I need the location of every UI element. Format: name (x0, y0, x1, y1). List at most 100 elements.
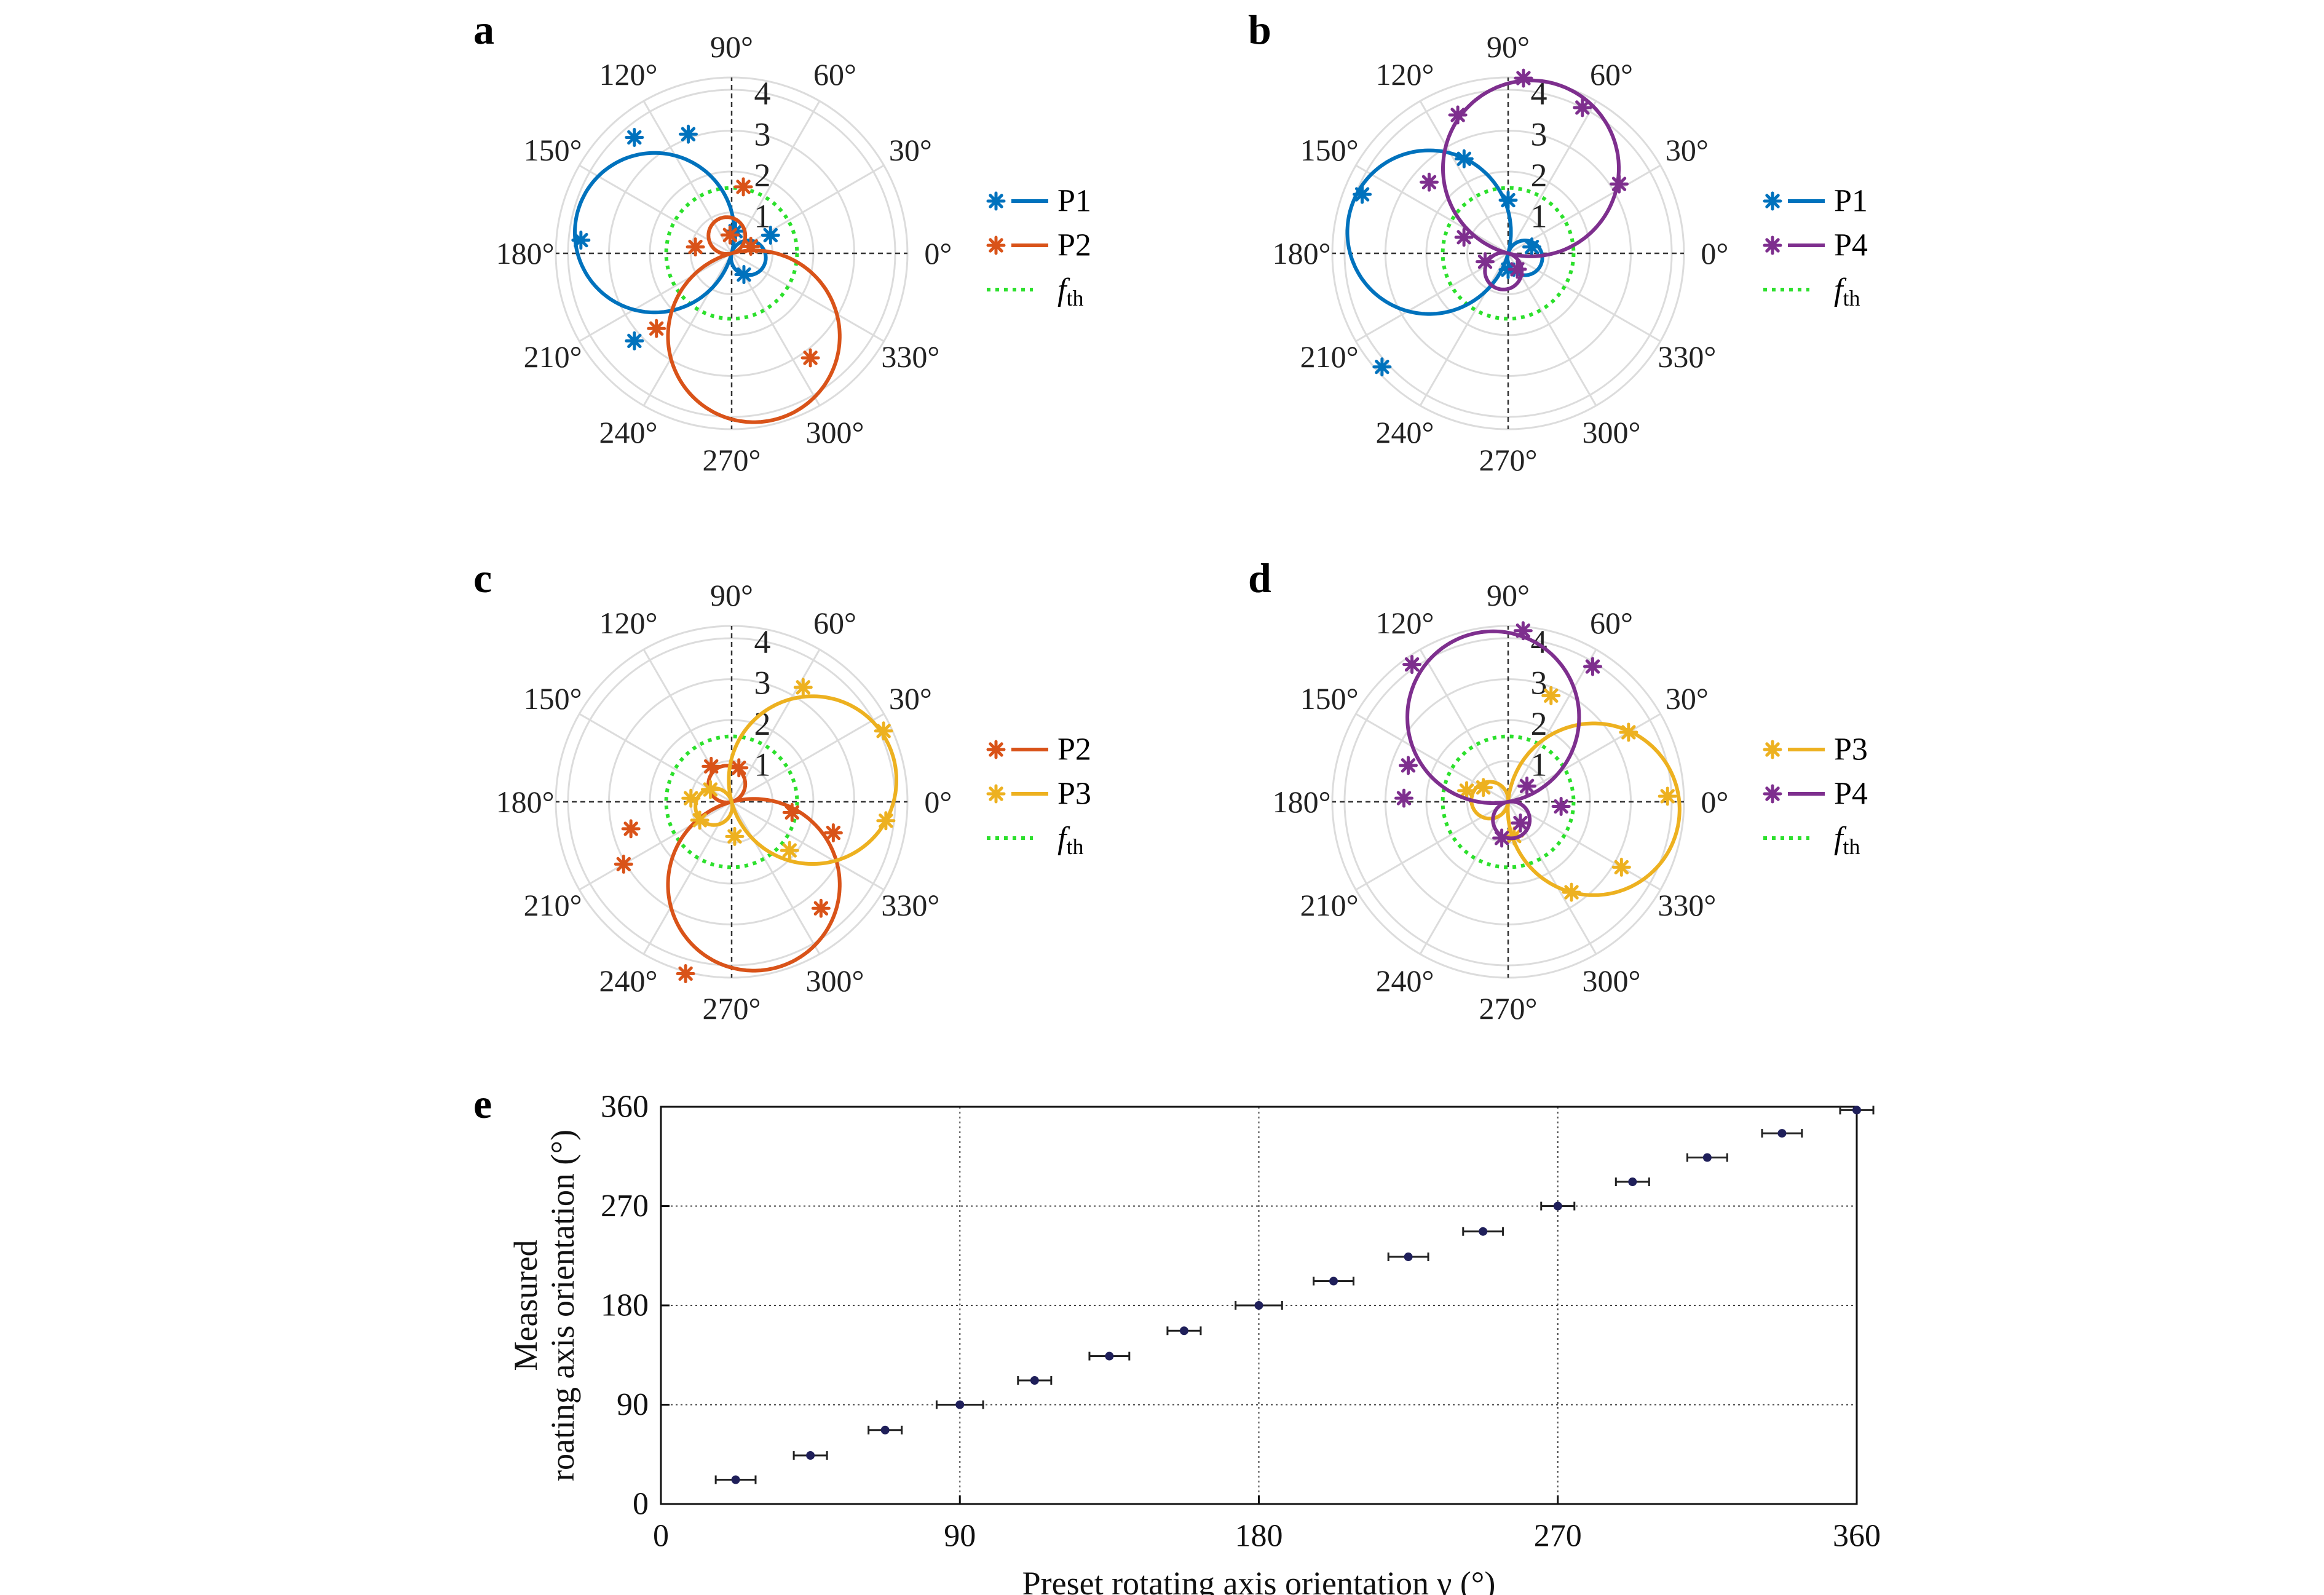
data-point (1852, 1106, 1861, 1115)
angle-tick-label: 210° (524, 888, 582, 922)
radial-tick-label: 3 (1531, 116, 1547, 152)
grid-spoke (642, 649, 733, 802)
angle-tick-label: 150° (1300, 133, 1359, 167)
legend-label: fth (1834, 821, 1860, 860)
data-point-p2 (729, 758, 749, 778)
data-point (955, 1400, 965, 1409)
scatter-chart-e: e 0 90 180 270 360 0 90 180 270 360 Preset rotating… (473, 1080, 1881, 1595)
data-point-p4 (1508, 259, 1527, 279)
data-point-p1 (734, 265, 754, 285)
radial-tick-label: 3 (754, 664, 771, 701)
legend-label: fth (1057, 272, 1083, 311)
grid-spoke (1355, 801, 1509, 891)
angle-tick-label: 270° (1479, 443, 1538, 477)
angle-tick-label: 30° (889, 681, 932, 716)
data-point (1777, 1129, 1787, 1138)
data-point-p3 (1474, 778, 1493, 798)
angle-tick-label: 240° (599, 964, 658, 998)
data-point-p1 (1372, 357, 1392, 377)
angle-tick-label: 60° (813, 57, 856, 92)
data-point-p1 (1498, 191, 1518, 210)
angle-tick-label: 90° (1487, 578, 1530, 612)
legend-label: P3 (1057, 777, 1091, 812)
angle-tick-label: 330° (1658, 888, 1716, 922)
angle-tick-label: 180° (496, 236, 555, 271)
data-point-p4 (1492, 828, 1512, 848)
grid-spoke (1419, 100, 1509, 254)
angle-tick-label: 0° (924, 785, 952, 819)
angle-tick-label: 270° (703, 443, 761, 477)
threshold-curve (1441, 734, 1576, 869)
angle-tick-label: 330° (1658, 339, 1716, 374)
radial-tick-label: 1 (1531, 197, 1547, 234)
data-point-p3 (1611, 857, 1631, 877)
legend-label: P4 (1834, 228, 1868, 263)
data-point-p2 (702, 756, 721, 776)
radial-tick-label: 2 (1531, 157, 1547, 194)
data-point-p4 (1511, 813, 1530, 833)
grid-spoke (579, 164, 732, 255)
radial-tick-label: 1 (754, 746, 771, 783)
data-point-p3 (1541, 686, 1561, 705)
x-tick-label: 180 (1235, 1519, 1283, 1554)
data-point-p2 (647, 319, 666, 338)
polar-chart-d: d 90° 60° 30° 0° 330° 300° 270° 240° 210° 180° 150°… (1248, 555, 1868, 1026)
data-point-p2 (621, 819, 641, 839)
grid-spoke (1508, 252, 1661, 342)
grid-spoke (731, 252, 885, 342)
data-point-p3 (1658, 786, 1677, 806)
radial-tick-label: 1 (1531, 746, 1547, 783)
threshold-curve (1441, 186, 1576, 321)
threshold-curve (664, 734, 799, 869)
y-tick-label: 360 (601, 1090, 649, 1125)
grid-spoke (730, 649, 821, 802)
data-point (731, 1475, 740, 1484)
x-tick-label: 90 (944, 1519, 976, 1554)
data-point-p3 (874, 721, 893, 741)
data-point-p1 (625, 127, 644, 147)
grid-spoke (730, 100, 821, 254)
grid-spoke (731, 164, 885, 255)
angle-tick-label: 210° (524, 339, 582, 374)
grid-spoke (1355, 252, 1509, 342)
grid-spoke (730, 801, 821, 955)
angle-tick-label: 60° (813, 606, 856, 640)
data-point-p3 (725, 826, 745, 846)
data-point-p3 (700, 780, 720, 799)
legend-marker (1763, 191, 1782, 211)
data-point-p4 (1513, 621, 1533, 641)
data-point (1702, 1153, 1712, 1162)
panel-label: b (1248, 6, 1271, 53)
data-point-p3 (1562, 882, 1581, 902)
data-point (1329, 1276, 1338, 1286)
data-point-p1 (1353, 184, 1372, 204)
legend-marker (986, 740, 1006, 759)
grid-spoke (731, 713, 885, 803)
legend-label: fth (1057, 821, 1083, 860)
angle-tick-label: 180° (1273, 785, 1331, 819)
data-point-p4 (1514, 68, 1533, 88)
angle-tick-label: 120° (599, 606, 658, 640)
data-point-p4 (1394, 788, 1413, 808)
grid-spoke (642, 801, 733, 955)
angle-tick-label: 90° (710, 30, 753, 64)
radial-tick-label: 3 (754, 116, 771, 152)
angle-tick-label: 240° (1376, 964, 1434, 998)
angle-tick-label: 60° (1590, 606, 1633, 640)
angle-tick-label: 120° (1376, 606, 1434, 640)
y-axis-label-line: Measured (507, 1240, 544, 1371)
polar-chart-c: c 90° 60° 30° 0° 330° 300° 270° 240° 210° 180° 150°… (473, 555, 1091, 1026)
data-point-p2 (800, 348, 820, 368)
grid-spoke (642, 100, 733, 254)
radial-tick-label: 4 (754, 75, 771, 112)
grid-spoke (642, 253, 733, 406)
data-point (1179, 1326, 1188, 1336)
data-point-p4 (1475, 252, 1495, 272)
angle-tick-label: 90° (710, 578, 753, 612)
grid-spoke (1508, 801, 1661, 891)
data-point (1628, 1177, 1637, 1187)
data-point-p2 (686, 237, 705, 257)
grid-spoke (579, 252, 732, 342)
data-point-p4 (1419, 172, 1439, 192)
